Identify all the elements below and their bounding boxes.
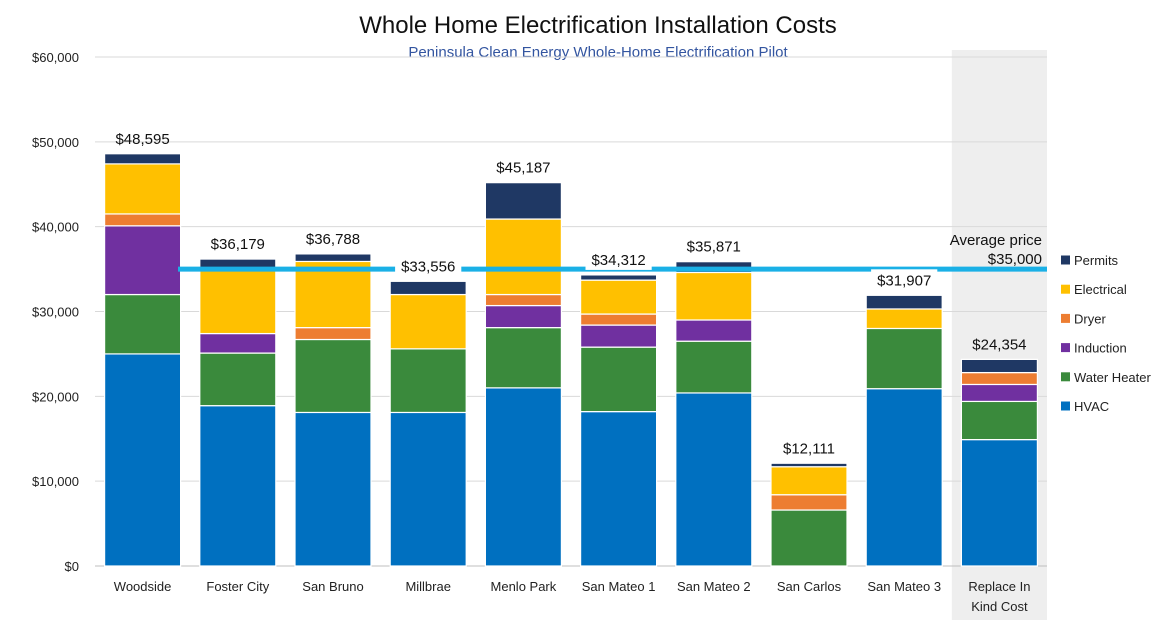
total-label-backing bbox=[395, 255, 462, 277]
y-tick-label: $0 bbox=[65, 559, 79, 574]
chart-title: Whole Home Electrification Installation … bbox=[359, 12, 837, 39]
x-category-label: San Mateo 2 bbox=[677, 579, 751, 594]
bar-segment-induction bbox=[103, 225, 182, 296]
bar-segment-electrical bbox=[675, 271, 753, 321]
bar-segment-dryer bbox=[484, 293, 562, 307]
bar-segment-hvac bbox=[389, 411, 467, 567]
bar-segment-permits bbox=[960, 358, 1039, 374]
average-price-label: Average price bbox=[950, 232, 1042, 249]
bar-segment-induction bbox=[199, 332, 277, 354]
bar-total-label: $36,179 bbox=[211, 236, 265, 253]
legend-label: Permits bbox=[1074, 253, 1119, 268]
legend-swatch-dryer bbox=[1061, 313, 1070, 323]
bar-total-label: $12,111 bbox=[783, 440, 835, 457]
bar-segment-electrical bbox=[199, 268, 277, 335]
bar-segment-water-heater bbox=[484, 327, 562, 389]
legend-label: Induction bbox=[1074, 341, 1127, 356]
bar-segment-water-heater bbox=[294, 338, 372, 414]
bar-segment-permits bbox=[579, 274, 658, 281]
x-category-label: Foster City bbox=[206, 579, 269, 594]
bar-total-label: $34,312 bbox=[591, 252, 645, 269]
bar-segment-dryer bbox=[103, 213, 182, 227]
bar-total-label: $24,354 bbox=[972, 336, 1026, 353]
bar-segment-hvac bbox=[865, 388, 943, 567]
x-category-label: Kind Cost bbox=[971, 599, 1028, 614]
bar-segment-electrical bbox=[294, 260, 372, 329]
bar-segment-dryer bbox=[294, 327, 372, 341]
bar-segment-dryer bbox=[960, 371, 1039, 386]
x-category-label: San Bruno bbox=[302, 579, 363, 594]
bar-segment-electrical bbox=[579, 279, 658, 315]
bar-segment-induction bbox=[484, 304, 562, 329]
total-label-backing bbox=[585, 248, 652, 270]
bar-segment-induction bbox=[675, 319, 753, 342]
legend-label: HVAC bbox=[1074, 399, 1109, 414]
bar-segment-permits bbox=[294, 253, 372, 263]
legend-label: Water Heater bbox=[1074, 370, 1151, 385]
bar-total-label: $31,907 bbox=[877, 272, 931, 289]
bar-segment-induction bbox=[579, 324, 658, 348]
bar-segment-water-heater bbox=[770, 509, 848, 567]
y-tick-label: $20,000 bbox=[32, 389, 79, 404]
bar-segment-hvac bbox=[960, 438, 1039, 567]
x-category-label: Menlo Park bbox=[491, 579, 557, 594]
total-label-backing bbox=[871, 269, 938, 291]
x-category-label: San Mateo 3 bbox=[867, 579, 941, 594]
legend-swatch-hvac bbox=[1061, 401, 1070, 411]
bar-segment-hvac bbox=[103, 353, 182, 567]
bar-segment-permits bbox=[389, 280, 467, 296]
x-category-label: San Mateo 1 bbox=[582, 579, 656, 594]
chart-subtitle: Peninsula Clean Energy Whole-Home Electr… bbox=[408, 44, 788, 61]
bar-total-label: $33,556 bbox=[401, 258, 455, 275]
bar-total-label: $48,595 bbox=[115, 131, 169, 148]
bar-segment-dryer bbox=[770, 494, 848, 511]
bar-segment-electrical bbox=[770, 466, 848, 496]
y-tick-label: $40,000 bbox=[32, 220, 79, 235]
bar-segment-induction bbox=[960, 383, 1039, 403]
bar-segment-dryer bbox=[579, 313, 658, 326]
legend-swatch-water-heater bbox=[1061, 372, 1070, 382]
bar-segment-electrical bbox=[865, 308, 943, 330]
bar-segment-electrical bbox=[389, 293, 467, 350]
legend-swatch-electrical bbox=[1061, 284, 1070, 294]
x-category-label: San Carlos bbox=[777, 579, 842, 594]
bar-segment-electrical bbox=[484, 218, 562, 296]
bar-segment-permits bbox=[103, 153, 182, 165]
x-category-label: Replace In bbox=[968, 579, 1030, 594]
bar-segment-permits bbox=[484, 182, 562, 220]
bar-segment-water-heater bbox=[579, 346, 658, 413]
legend-label: Dryer bbox=[1074, 311, 1106, 326]
legend-swatch-permits bbox=[1061, 255, 1070, 265]
bar-segment-hvac bbox=[484, 387, 562, 567]
bar-segment-hvac bbox=[294, 411, 372, 567]
bar-segment-water-heater bbox=[675, 340, 753, 394]
bar-total-label: $36,788 bbox=[306, 231, 360, 248]
bar-segment-hvac bbox=[579, 411, 658, 567]
y-tick-label: $50,000 bbox=[32, 135, 79, 150]
bar-segment-water-heater bbox=[103, 293, 182, 355]
bar-segment-hvac bbox=[675, 392, 753, 567]
bar-segment-water-heater bbox=[865, 327, 943, 390]
y-tick-label: $30,000 bbox=[32, 305, 79, 320]
y-tick-label: $10,000 bbox=[32, 474, 79, 489]
bar-segment-water-heater bbox=[199, 352, 277, 407]
bar-segment-permits bbox=[770, 462, 848, 468]
bar-segment-permits bbox=[865, 294, 943, 310]
x-category-label: Woodside bbox=[114, 579, 172, 594]
average-price-value: $35,000 bbox=[988, 251, 1042, 268]
legend-label: Electrical bbox=[1074, 282, 1127, 297]
bar-segment-water-heater bbox=[389, 348, 467, 414]
bar-segment-water-heater bbox=[960, 400, 1039, 441]
bar-total-label: $45,187 bbox=[496, 160, 550, 177]
bar-segment-hvac bbox=[199, 405, 277, 567]
bar-segment-electrical bbox=[103, 163, 182, 215]
x-category-label: Millbrae bbox=[405, 579, 451, 594]
bar-total-label: $35,871 bbox=[687, 239, 741, 256]
y-tick-label: $60,000 bbox=[32, 50, 79, 65]
legend-swatch-induction bbox=[1061, 343, 1070, 353]
